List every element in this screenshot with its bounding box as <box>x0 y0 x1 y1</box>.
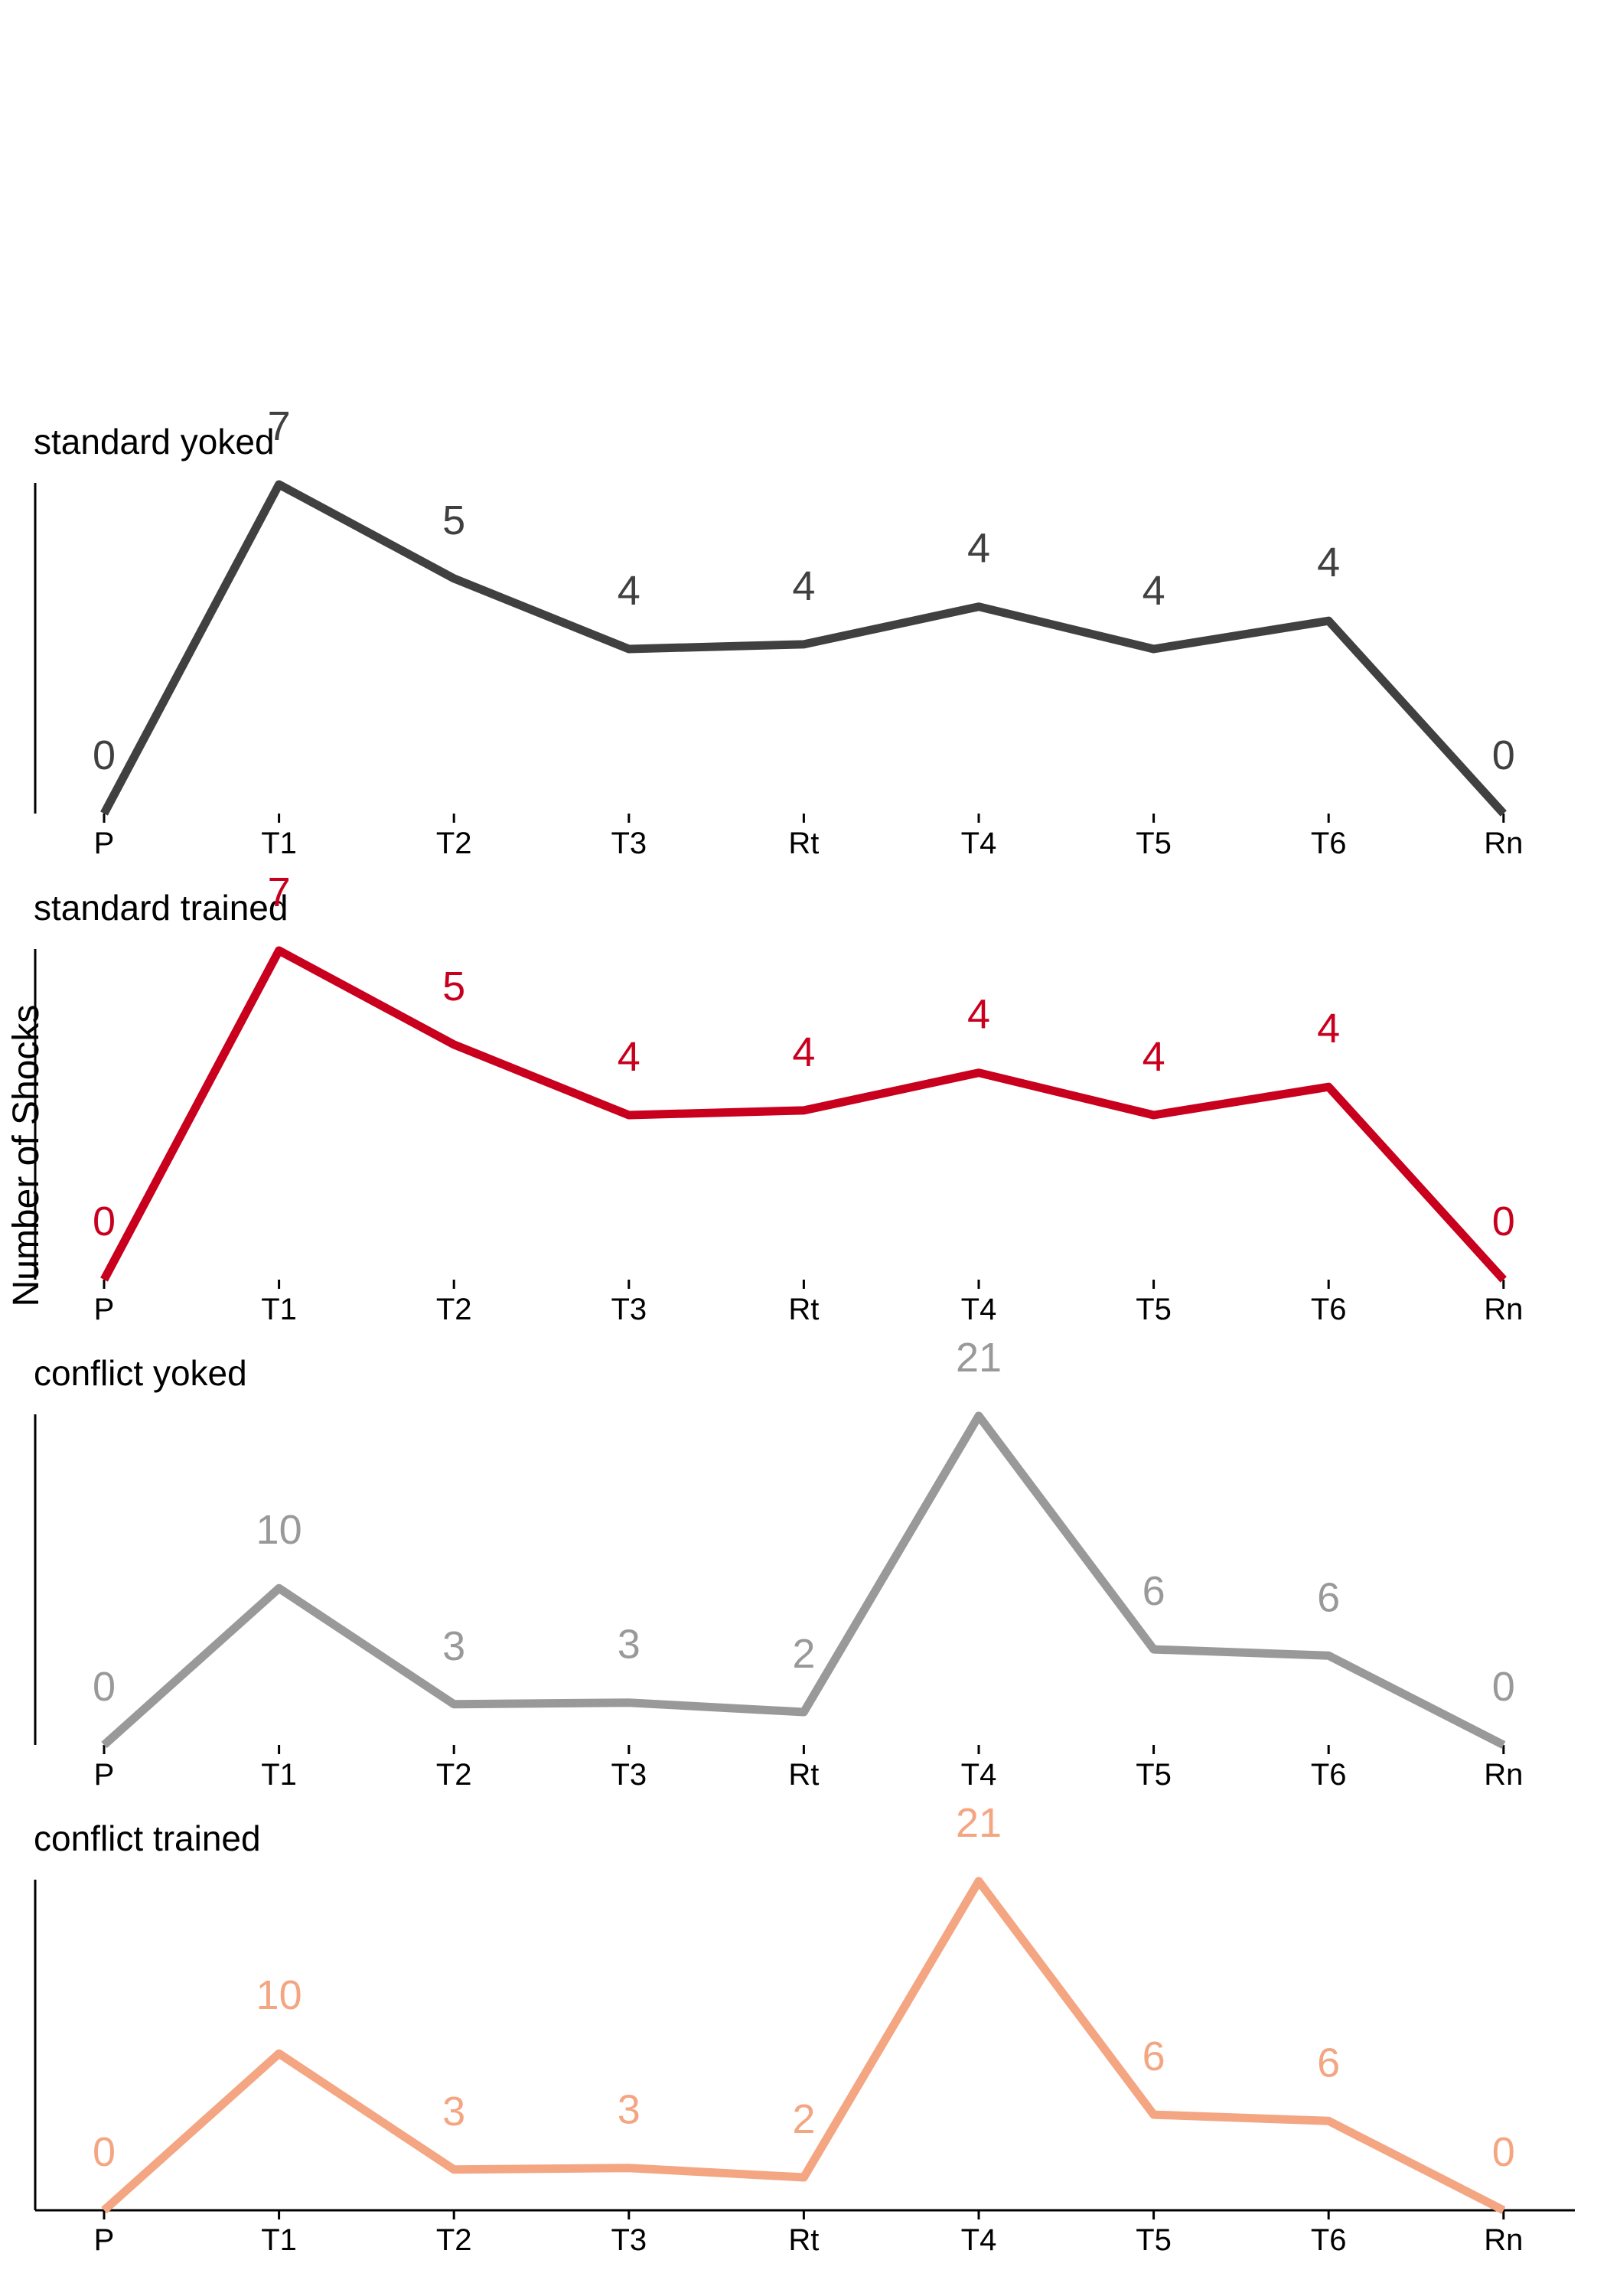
panel-title: conflict trained <box>34 1818 261 1858</box>
data-label: 7 <box>268 869 291 915</box>
data-label: 6 <box>1317 2040 1340 2086</box>
x-tick-label: P <box>94 2223 115 2257</box>
x-tick-label: T2 <box>436 1293 472 1326</box>
x-tick-label: T1 <box>261 827 297 860</box>
x-tick-label: T2 <box>436 827 472 860</box>
series-line <box>100 480 1507 817</box>
x-tick-label: T1 <box>261 1293 297 1326</box>
data-label: 10 <box>256 1507 302 1553</box>
x-tick-label: T2 <box>436 1758 472 1792</box>
data-label: 4 <box>618 568 641 614</box>
data-label: 0 <box>93 1664 116 1710</box>
x-tick-label: T5 <box>1136 1293 1172 1326</box>
x-tick-label: T2 <box>436 2223 472 2257</box>
x-tick-label: T1 <box>261 2223 297 2257</box>
data-label: 10 <box>256 1972 302 2018</box>
panel-title: standard yoked <box>34 422 275 461</box>
series-line <box>100 946 1507 1283</box>
data-label: 4 <box>1317 1006 1340 1052</box>
data-label: 0 <box>93 2129 116 2175</box>
data-label: 4 <box>618 1034 641 1080</box>
panels: standard yoked P T1 T2 T3 Rt T4 T5 T6 Rn 0 7 5 4 4 4 4 4 0… <box>34 403 1575 2257</box>
series-line <box>101 1877 1506 2214</box>
panel-standard-trained: standard trained P T1 T2 T3 Rt T4 T5 T6 Rn 0 7 5 4 4 4 4… <box>34 869 1523 1326</box>
x-tick-label: P <box>94 1758 115 1792</box>
data-label: 4 <box>792 563 815 609</box>
data-label: 4 <box>967 526 990 572</box>
data-label: 2 <box>792 1631 815 1677</box>
data-label: 0 <box>93 1199 116 1244</box>
data-label: 0 <box>1492 1199 1515 1244</box>
x-tick-label: T4 <box>961 2223 997 2257</box>
panel-conflict-trained: conflict trained P T1 T2 T3 Rt T4 T5 T6 Rn 0 10 3 3 2 2… <box>34 1800 1575 2257</box>
x-tick-label: Rn <box>1484 1758 1523 1792</box>
x-tick-label: P <box>94 1293 115 1326</box>
x-tick-label: Rt <box>788 827 819 860</box>
data-label: 0 <box>1492 1664 1515 1710</box>
data-label: 4 <box>1317 540 1340 585</box>
data-label: 7 <box>268 403 291 449</box>
data-label: 21 <box>956 1335 1002 1381</box>
data-label: 5 <box>442 497 465 543</box>
y-axis-label: Number of Shocks <box>6 1005 47 1307</box>
x-tick-label: Rn <box>1484 827 1523 860</box>
x-tick-label: T6 <box>1311 827 1347 860</box>
data-label: 21 <box>956 1800 1002 1846</box>
x-tick-label: Rt <box>788 1293 819 1326</box>
series-line <box>101 1411 1506 1749</box>
x-tick-label: Rt <box>788 2223 819 2257</box>
data-label: 4 <box>1143 1034 1165 1080</box>
x-tick-label: Rn <box>1484 1293 1523 1326</box>
data-label: 3 <box>618 1622 641 1668</box>
data-label: 4 <box>792 1029 815 1075</box>
x-tick-label: T1 <box>261 1758 297 1792</box>
data-label: 0 <box>1492 732 1515 778</box>
x-tick-label: T5 <box>1136 2223 1172 2257</box>
data-label: 6 <box>1143 1568 1165 1614</box>
data-label: 6 <box>1143 2033 1165 2079</box>
data-label: 3 <box>442 2089 465 2135</box>
panel-title: standard trained <box>34 888 288 928</box>
x-tick-label: T4 <box>961 1758 997 1792</box>
x-tick-label: T4 <box>961 827 997 860</box>
panel-title: conflict yoked <box>34 1353 247 1393</box>
data-label: 5 <box>442 964 465 1009</box>
x-tick-label: Rt <box>788 1758 819 1792</box>
x-tick-label: T3 <box>611 1293 647 1326</box>
data-label: 0 <box>1492 2129 1515 2175</box>
data-label: 2 <box>792 2096 815 2142</box>
x-tick-label: P <box>94 827 115 860</box>
x-tick-label: T3 <box>611 1758 647 1792</box>
x-tick-label: T3 <box>611 827 647 860</box>
x-tick-label: T3 <box>611 2223 647 2257</box>
x-tick-label: T4 <box>961 1293 997 1326</box>
data-label: 3 <box>618 2087 641 2133</box>
panel-conflict-yoked: conflict yoked P T1 T2 T3 Rt T4 T5 T6 Rn 0 10 3 3 2 21 6… <box>34 1335 1523 1792</box>
data-label: 3 <box>442 1623 465 1669</box>
x-tick-label: Rn <box>1484 2223 1523 2257</box>
panel-standard-yoked: standard yoked P T1 T2 T3 Rt T4 T5 T6 Rn 0 7 5 4 4 4 4 4 0 <box>34 403 1523 860</box>
data-label: 4 <box>967 992 990 1038</box>
data-label: 4 <box>1143 568 1165 614</box>
x-tick-label: T6 <box>1311 1758 1347 1792</box>
x-tick-label: T6 <box>1311 2223 1347 2257</box>
data-label: 6 <box>1317 1574 1340 1620</box>
x-tick-label: T5 <box>1136 1758 1172 1792</box>
x-tick-label: T5 <box>1136 827 1172 860</box>
x-tick-label: T6 <box>1311 1293 1347 1326</box>
data-label: 0 <box>93 732 116 778</box>
